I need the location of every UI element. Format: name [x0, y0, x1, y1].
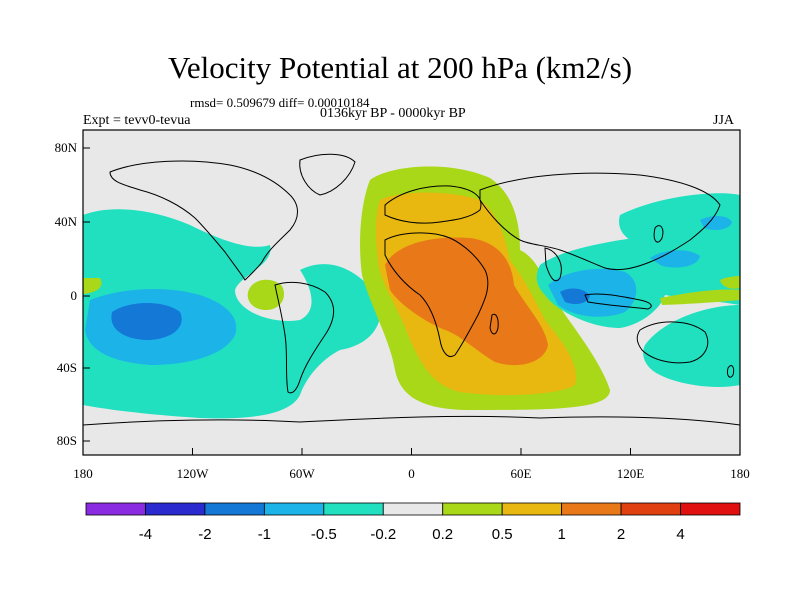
colorbar-swatch: [442, 502, 503, 516]
colorbar-swatch: [501, 502, 563, 516]
rmsd-diff-stats: rmsd= 0.509679 diff= 0.00010184: [190, 95, 370, 110]
lat-tick-40s: 40S: [57, 360, 77, 375]
colorbar-swatch: [620, 502, 681, 516]
lat-tick-80n: 80N: [55, 140, 78, 155]
contour-neg-australia: [643, 305, 740, 387]
lon-tick-120e: 120E: [617, 466, 645, 481]
season-label: JJA: [713, 113, 735, 128]
coast-south-america: [274, 281, 335, 394]
experiment-label: Expt = tevv0-tevua: [83, 113, 191, 128]
colorbar-label: -2: [198, 526, 211, 543]
colorbar-swatch: [85, 502, 146, 516]
colorbar-labels: -4 -2 -1 -0.5 -0.2 0.2 0.5 1 2 4: [139, 526, 685, 543]
lat-tick-0: 0: [71, 288, 78, 303]
coast-japan: [653, 225, 664, 243]
coast-antarctica: [83, 415, 740, 426]
lon-tick-labels: 180 120W 60W 0 60E 120E 180: [73, 466, 750, 481]
contour-neg-asia-core: [560, 288, 590, 304]
lon-tick-marks: [82, 147, 741, 455]
colorbar-label: -4: [139, 526, 152, 543]
colorbar-swatch: [382, 502, 444, 516]
coast-europe: [384, 185, 482, 224]
lon-tick-60e: 60E: [511, 466, 532, 481]
coast-north-america: [109, 160, 298, 281]
coast-greenland: [299, 153, 356, 196]
contour-neg-asia-inner: [548, 268, 637, 317]
colorbar-swatch: [323, 502, 384, 516]
colorbar-swatch: [561, 502, 622, 516]
colorbar-label: 4: [676, 526, 684, 543]
colorbar-label: 0.5: [492, 526, 513, 543]
contour-pos-eastpac-strip: [660, 289, 740, 305]
coast-africa: [384, 232, 489, 357]
colorbar-label: 0.2: [432, 526, 453, 543]
colorbar-swatch: [145, 502, 206, 516]
lon-tick-0: 0: [408, 466, 415, 481]
coast-new-zealand: [727, 365, 735, 378]
coast-india: [544, 247, 562, 282]
colorbar-label: -0.5: [311, 526, 337, 543]
lat-tick-40n: 40N: [55, 214, 78, 229]
colorbar-swatch: [263, 502, 325, 516]
coastlines: [83, 153, 740, 426]
plot-title: Velocity Potential at 200 hPa (km2/s): [167, 50, 633, 85]
period-label: 0136kyr BP - 0000kyr BP: [320, 106, 466, 121]
colorbar-swatch: [204, 502, 265, 516]
coast-indonesia: [584, 293, 652, 310]
colorbar-label: 2: [617, 526, 625, 543]
lon-tick-180w: 180: [73, 466, 93, 481]
lat-tick-80s: 80S: [57, 433, 77, 448]
contour-pos-pacific-west: [83, 278, 102, 294]
lon-tick-180e: 180: [730, 466, 750, 481]
coast-madagascar: [489, 313, 499, 335]
lon-tick-120w: 120W: [177, 466, 210, 481]
coast-asia: [479, 172, 721, 271]
colorbar-swatch: [680, 502, 741, 516]
contour-pos-africa-inner: [385, 237, 548, 366]
contour-neg-nwpacific: [619, 193, 740, 245]
colorbar-label: 1: [557, 526, 565, 543]
contour-neg-nwpacific-inner: [700, 216, 732, 230]
colorbar-label: -1: [258, 526, 271, 543]
coast-australia: [636, 321, 709, 364]
lon-tick-60w: 60W: [289, 466, 315, 481]
colorbar: [85, 502, 741, 516]
lat-tick-labels: 80N 40N 0 40S 80S: [55, 140, 78, 448]
contour-neg-nwpacific-mid: [650, 250, 700, 268]
contour-pos-pacific-spot: [247, 279, 285, 310]
contour-pos-far-east: [720, 276, 740, 289]
contour-neg-pacific-core: [111, 303, 182, 340]
colorbar-label: -0.2: [370, 526, 396, 543]
